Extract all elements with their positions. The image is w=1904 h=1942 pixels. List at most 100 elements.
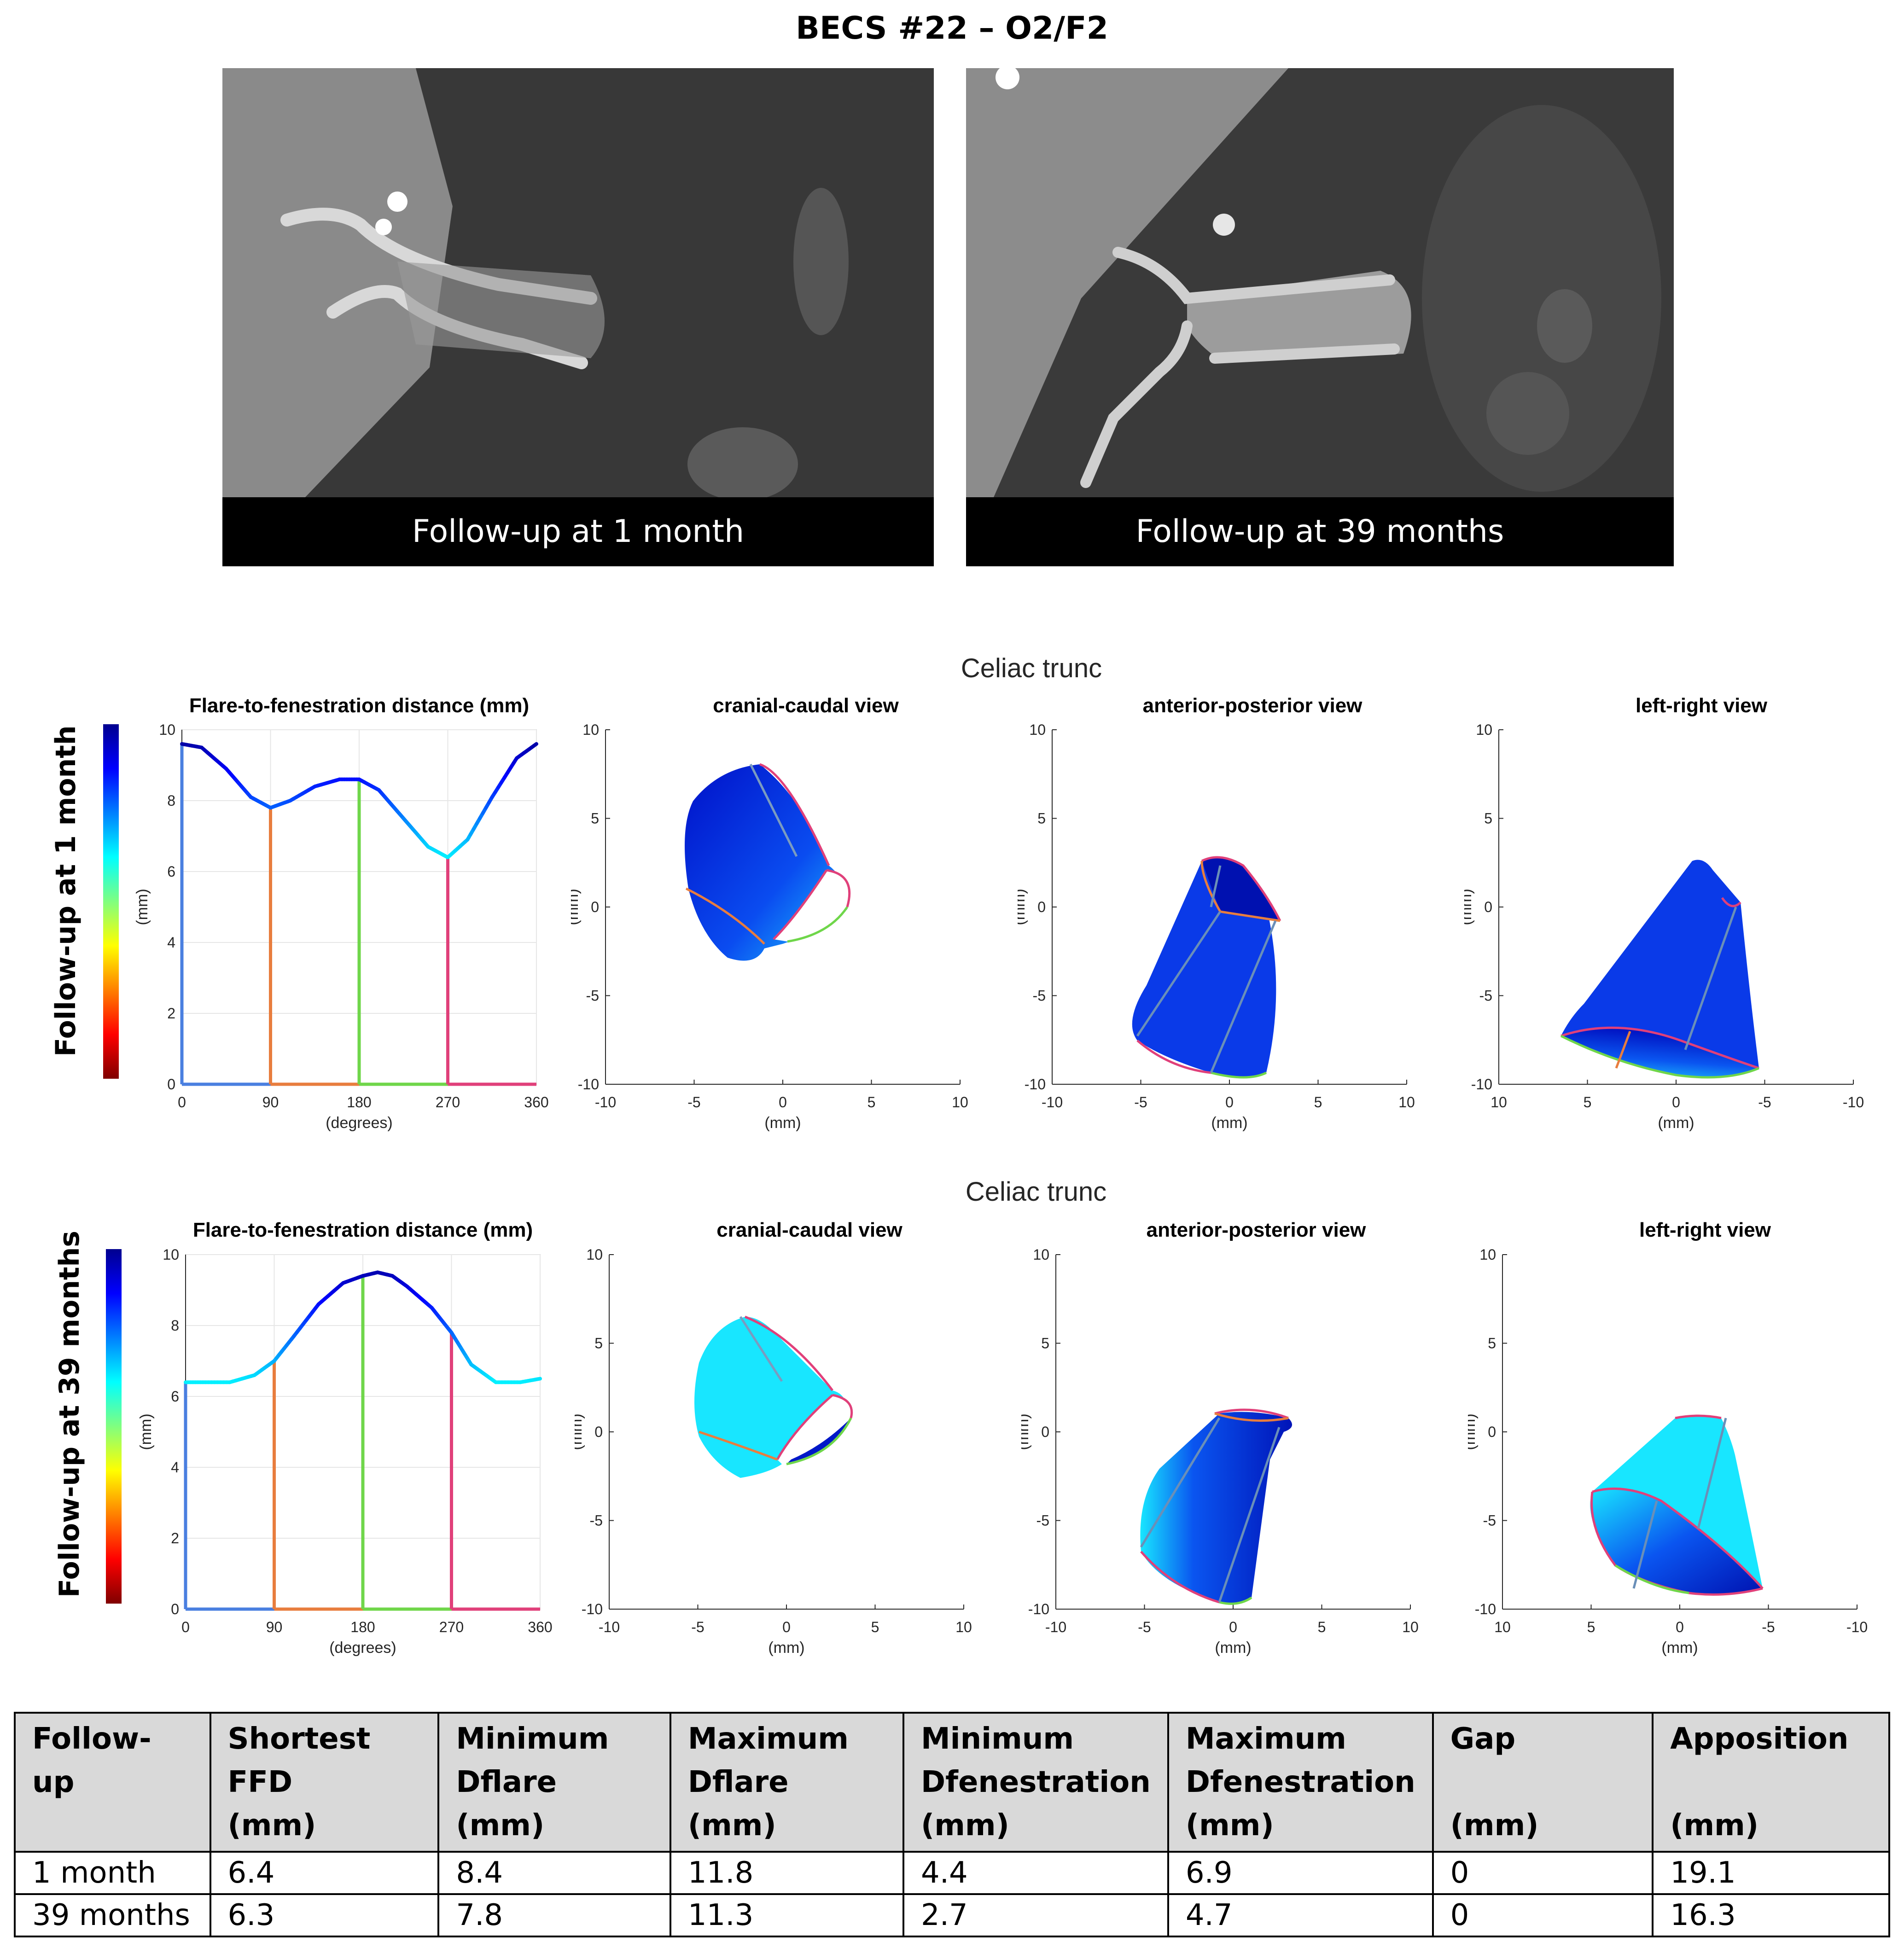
x-tick-label: 0 [782,1619,791,1635]
y-tick-label: -5 [1483,1512,1496,1529]
x-axis-label: (degrees) [329,1639,396,1657]
y-tick-label: 10 [1476,721,1492,738]
table-cell: 4.7 [1167,1893,1434,1937]
x-tick-label: 5 [1314,1094,1322,1111]
y-tick-label: 10 [582,721,599,738]
y-tick-label: 2 [167,1005,175,1022]
header-line [1450,1761,1636,1804]
cranial-caudal-view-row2: -10 -5 0 5 10 10 5 0 -5 -10 (mm) (mm) [575,1246,972,1657]
view-title-lr-row1: left-right view [1635,694,1768,717]
header-line [32,1804,193,1847]
table-header-cell: Minimum Dflare (mm) [437,1712,671,1853]
x-tick-label: -5 [1758,1094,1771,1111]
axes: -10 -5 0 5 10 10 5 0 -5 -10 (mm) (mm) [1018,721,1415,1132]
y-tick-label: 6 [167,863,175,880]
x-axis-label: (mm) [1211,1114,1247,1132]
y-tick-label: 10 [159,721,175,738]
x-tick-label: 0 [1229,1619,1237,1635]
y-tick-label: 10 [1029,721,1046,738]
x-tick-label: 5 [871,1619,879,1635]
header-line: (mm) [1670,1808,1759,1843]
y-tick-label: 4 [171,1459,179,1476]
section-title-row1: Celiac trunc [961,653,1102,683]
y-tick-label: 4 [167,934,175,951]
table-cell: 2.7 [902,1893,1169,1937]
y-axis-label: (mm) [1468,1413,1479,1450]
x-tick-label: 10 [952,1094,968,1111]
series-segment [532,742,538,748]
header-line: Maximum [687,1722,849,1756]
table-cell: 6.4 [209,1851,440,1895]
anterior-posterior-view-row1: -10 -5 0 5 10 10 5 0 -5 -10 (mm) (mm) [1018,721,1415,1132]
table-cell: 4.4 [902,1851,1169,1895]
y-tick-label: 5 [1041,1335,1049,1352]
y-tick-label: -10 [1028,1601,1049,1617]
table-row: 39 months 6.3 7.8 11.3 2.7 4.7 0 16.3 [14,1893,1890,1937]
y-tick-label: 5 [1037,810,1046,827]
y-tick-label: 10 [586,1246,603,1263]
header-line: Maximum [1185,1722,1346,1756]
axes: -10 -5 0 5 10 10 5 0 -5 -10 (mm) (mm) [575,1246,972,1657]
header-line: Dfenestration [920,1765,1151,1799]
y-axis-label: (mm) [1021,1413,1032,1450]
stent-shape [1560,860,1759,1079]
ct-caption: Follow-up at 1 month [222,497,934,566]
header-line: (mm) [1450,1808,1539,1843]
header-line: (mm) [1185,1808,1274,1843]
table-cell: 19.1 [1652,1851,1890,1895]
y-tick-label: -5 [1479,988,1492,1004]
x-tick-label: -10 [1045,1619,1066,1635]
y-axis-label: (mm) [1018,889,1028,925]
x-tick-label: 5 [868,1094,876,1111]
x-axis-label: (mm) [1215,1639,1251,1657]
ct-caption: Follow-up at 39 months [966,497,1674,566]
x-tick-label: -10 [1843,1094,1864,1111]
table-header-cell: Maximum Dfenestration (mm) [1167,1712,1434,1853]
header-line: (mm) [687,1808,776,1843]
x-tick-label: 5 [1318,1619,1326,1635]
header-line: Minimum [456,1722,609,1756]
x-tick-label: 360 [524,1094,548,1111]
x-axis-label: (mm) [768,1639,804,1657]
y-tick-label: -5 [590,1512,603,1529]
x-tick-label: 90 [262,1094,279,1111]
table-cell: 1 month [14,1851,211,1895]
y-tick-label: 0 [1041,1424,1049,1440]
table-header-cell: Maximum Dflare (mm) [669,1712,904,1853]
table-header-cell: Minimum Dfenestration (mm) [902,1712,1169,1853]
table-cell: 11.8 [669,1851,904,1895]
ct-scan-image [966,68,1674,497]
x-tick-label: 270 [436,1094,460,1111]
header-line: Minimum [920,1722,1074,1756]
header-line: Follow-up [32,1722,151,1799]
y-tick-label: 2 [171,1530,179,1547]
stent-shape [685,763,851,961]
x-axis-label: (degrees) [326,1114,393,1132]
y-tick-label: -10 [582,1601,603,1617]
section-title-row2: Celiac trunc [965,1177,1107,1207]
view-title-cc-row2: cranial-caudal view [716,1219,903,1241]
table-header-cell: Gap (mm) [1432,1712,1654,1853]
ffd-title-row2: Flare-to-fenestration distance (mm) [192,1219,533,1241]
y-tick-label: 8 [167,792,175,809]
axes: -10 -5 0 5 10 10 5 0 -5 -10 (mm) (mm) [1021,1246,1419,1657]
y-tick-label: -10 [1025,1076,1046,1093]
header-line: FFD [227,1765,293,1799]
view-title-cc-row1: cranial-caudal view [713,694,899,717]
x-tick-label: 0 [178,1094,186,1111]
header-line: Dflare [687,1765,789,1799]
y-tick-label: 10 [163,1246,179,1263]
table-header-cell: Follow-up [14,1712,211,1853]
y-tick-label: 10 [1479,1246,1496,1263]
x-tick-label: -10 [1042,1094,1063,1111]
y-tick-label: 5 [1488,1335,1496,1352]
y-tick-label: -10 [1471,1076,1492,1093]
header-line: Dflare [456,1765,557,1799]
table-cell: 39 months [14,1893,211,1937]
y-tick-label: 0 [1037,899,1046,915]
left-right-view-row2: 10 5 0 -5 -10 10 5 0 -5 -10 (mm) (mm) [1468,1246,1868,1657]
stent-shape [694,1315,853,1478]
table-header-cell: Apposition (mm) [1652,1712,1890,1853]
x-tick-label: -10 [599,1619,620,1635]
x-tick-label: -5 [1762,1619,1775,1635]
